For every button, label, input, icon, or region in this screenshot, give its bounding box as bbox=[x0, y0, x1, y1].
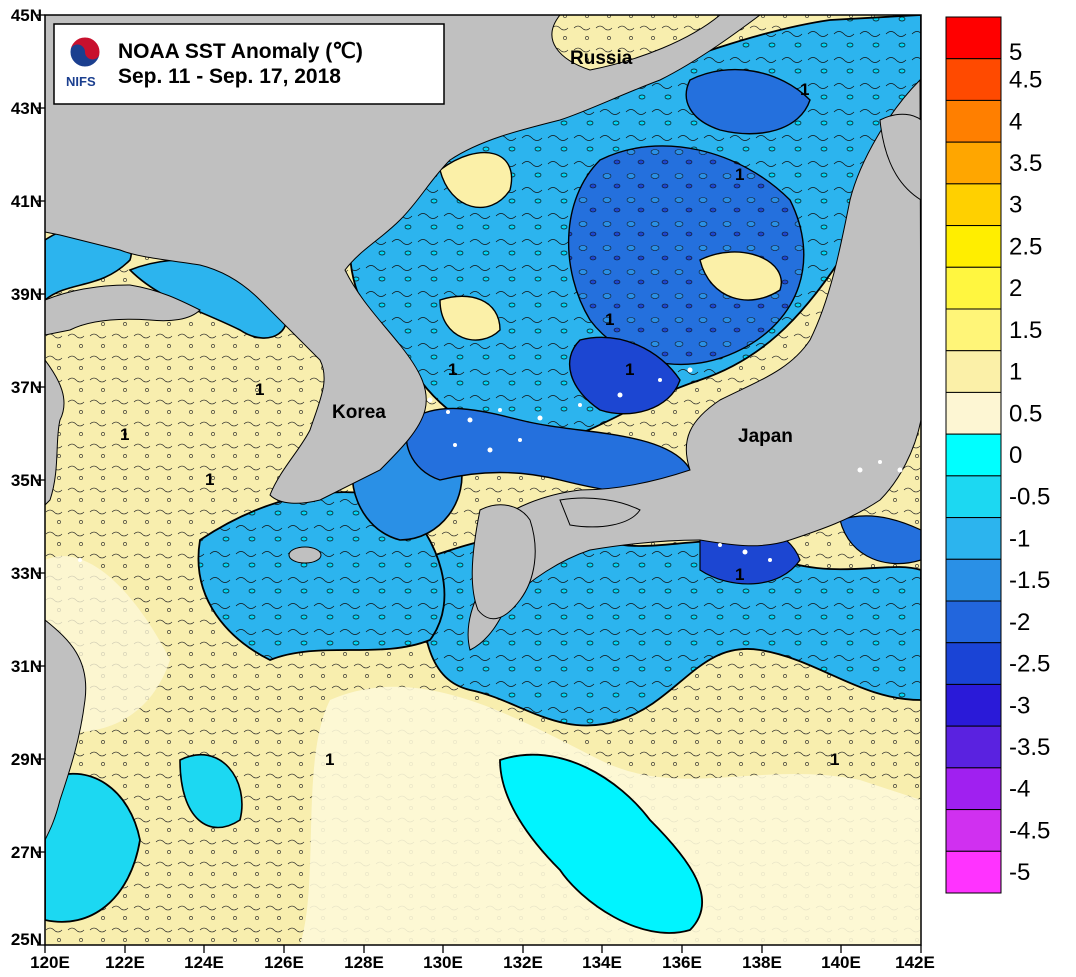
colorbar-label: 1.5 bbox=[1009, 317, 1042, 344]
colorbar-swatch bbox=[945, 600, 1002, 644]
y-tick-label: 41N bbox=[11, 192, 42, 211]
y-tick-label: 31N bbox=[11, 657, 42, 676]
colorbar-swatch bbox=[945, 767, 1002, 811]
colorbar-swatch bbox=[945, 58, 1002, 101]
colorbar-label: 0.5 bbox=[1009, 400, 1042, 427]
x-tick-label: 142E bbox=[895, 953, 935, 972]
colorbar-label: 2 bbox=[1009, 275, 1022, 302]
land-korea-china-russia bbox=[45, 15, 761, 504]
colorbar-label: 4 bbox=[1009, 108, 1022, 135]
colorbar-swatch bbox=[945, 391, 1002, 435]
x-tick-label: 126E bbox=[264, 953, 304, 972]
colorbar-swatch bbox=[945, 517, 1002, 560]
svg-text:1: 1 bbox=[735, 165, 744, 184]
colorbar-label: -0.5 bbox=[1009, 484, 1050, 511]
colorbar-swatch bbox=[945, 809, 1002, 852]
cold-core-east-sea bbox=[568, 145, 805, 366]
place-label-japan: Japan bbox=[738, 426, 793, 447]
colorbar-label: -2 bbox=[1009, 609, 1030, 636]
y-tick-label: 25N bbox=[11, 930, 42, 949]
y-tick-label: 45N bbox=[11, 6, 42, 25]
svg-text:1: 1 bbox=[255, 380, 264, 399]
colorbar-label: -2.5 bbox=[1009, 651, 1050, 678]
svg-text:1: 1 bbox=[120, 425, 129, 444]
colorbar-label: -4 bbox=[1009, 776, 1030, 803]
x-tick-label: 140E bbox=[821, 953, 861, 972]
svg-text:1: 1 bbox=[325, 750, 334, 769]
x-tick-label: 128E bbox=[344, 953, 384, 972]
colorbar-label: -3 bbox=[1009, 692, 1030, 719]
y-tick-label: 29N bbox=[11, 750, 42, 769]
y-tick-label: 39N bbox=[11, 285, 42, 304]
logo-text: NIFS bbox=[66, 74, 96, 89]
colorbar-swatch bbox=[945, 642, 1002, 685]
colorbar-swatch bbox=[945, 225, 1002, 268]
colorbar-label: -4.5 bbox=[1009, 817, 1050, 844]
colorbar-swatch bbox=[945, 350, 1002, 393]
colorbar-swatch bbox=[945, 683, 1002, 727]
colorbar-label: 0 bbox=[1009, 442, 1022, 469]
x-tick-label: 134E bbox=[582, 953, 622, 972]
colorbar-swatch bbox=[945, 850, 1002, 894]
colorbar-label: 2.5 bbox=[1009, 233, 1042, 260]
x-tick-label: 120E bbox=[30, 953, 70, 972]
svg-text:1: 1 bbox=[205, 470, 214, 489]
colorbar-swatch bbox=[945, 558, 1002, 602]
y-tick-label: 37N bbox=[11, 378, 42, 397]
place-label-russia: Russia bbox=[570, 48, 633, 69]
colorbar-label: 1 bbox=[1009, 359, 1022, 386]
y-tick-label: 27N bbox=[11, 843, 42, 862]
svg-text:1: 1 bbox=[830, 750, 839, 769]
colorbar-label: -5 bbox=[1009, 859, 1030, 886]
svg-text:1: 1 bbox=[605, 310, 614, 329]
colorbar-label: -1 bbox=[1009, 525, 1030, 552]
colorbar-label: -1.5 bbox=[1009, 567, 1050, 594]
map-title: NOAA SST Anomaly (℃) bbox=[118, 40, 363, 63]
colorbar-label: -3.5 bbox=[1009, 734, 1050, 761]
colorbar-swatch bbox=[945, 266, 1002, 310]
x-tick-label: 130E bbox=[423, 953, 463, 972]
colorbar-swatch bbox=[945, 183, 1002, 227]
x-tick-label: 138E bbox=[742, 953, 782, 972]
colorbar-swatch bbox=[945, 99, 1002, 143]
x-tick-label: 122E bbox=[105, 953, 145, 972]
x-tick-label: 132E bbox=[503, 953, 543, 972]
y-tick-label: 43N bbox=[11, 99, 42, 118]
svg-text:1: 1 bbox=[735, 565, 744, 584]
nifs-logo-icon bbox=[69, 36, 101, 68]
map-date-range: Sep. 11 - Sep. 17, 2018 bbox=[118, 65, 341, 88]
x-tick-label: 136E bbox=[662, 953, 702, 972]
x-tick-label: 124E bbox=[184, 953, 224, 972]
colorbar bbox=[945, 16, 1002, 894]
colorbar-swatch bbox=[945, 141, 1002, 185]
x-axis-labels: 120E 122E 124E 126E 128E 130E 132E 134E … bbox=[30, 953, 935, 972]
tick-marks bbox=[37, 14, 922, 953]
colorbar-label: 4.5 bbox=[1009, 67, 1042, 94]
colorbar-swatch bbox=[945, 308, 1002, 352]
map-field: 1 1 1 1 1 1 1 1 1 1 1 bbox=[45, 15, 921, 945]
colorbar-labels: 54.5 4 3.5 3 2.5 2 1.5 1 0.5 0 -0.5 -1 -1.5 -2 -2.5 -3 -… bbox=[1009, 39, 1050, 886]
colorbar-label: 3 bbox=[1009, 192, 1022, 219]
colorbar-label: 5 bbox=[1009, 39, 1022, 66]
cyan-anomaly-patch bbox=[499, 753, 704, 934]
y-tick-label: 35N bbox=[11, 471, 42, 490]
title-box: NIFS NOAA SST Anomaly (℃) Sep. 11 - Sep.… bbox=[53, 23, 445, 105]
svg-text:1: 1 bbox=[625, 360, 634, 379]
colorbar-label: 3.5 bbox=[1009, 150, 1042, 177]
colorbar-swatch bbox=[945, 475, 1002, 519]
cloud-mask-speckles bbox=[78, 367, 903, 562]
svg-text:1: 1 bbox=[448, 360, 457, 379]
colorbar-swatch bbox=[945, 725, 1002, 769]
y-tick-label: 33N bbox=[11, 564, 42, 583]
place-label-korea: Korea bbox=[332, 402, 386, 423]
colorbar-swatch bbox=[945, 433, 1002, 477]
y-axis-labels: 45N 43N 41N 39N 37N 35N 33N 31N 29N 27N … bbox=[11, 6, 42, 949]
svg-text:1: 1 bbox=[800, 80, 809, 99]
colorbar-swatch bbox=[945, 16, 1002, 60]
contour-labels: 1 1 1 1 1 1 1 1 1 1 1 bbox=[120, 80, 839, 769]
